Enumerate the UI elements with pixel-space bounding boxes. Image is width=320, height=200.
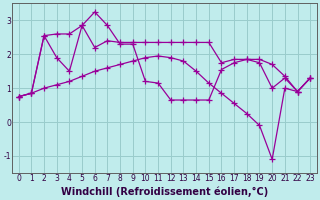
X-axis label: Windchill (Refroidissement éolien,°C): Windchill (Refroidissement éolien,°C): [61, 186, 268, 197]
